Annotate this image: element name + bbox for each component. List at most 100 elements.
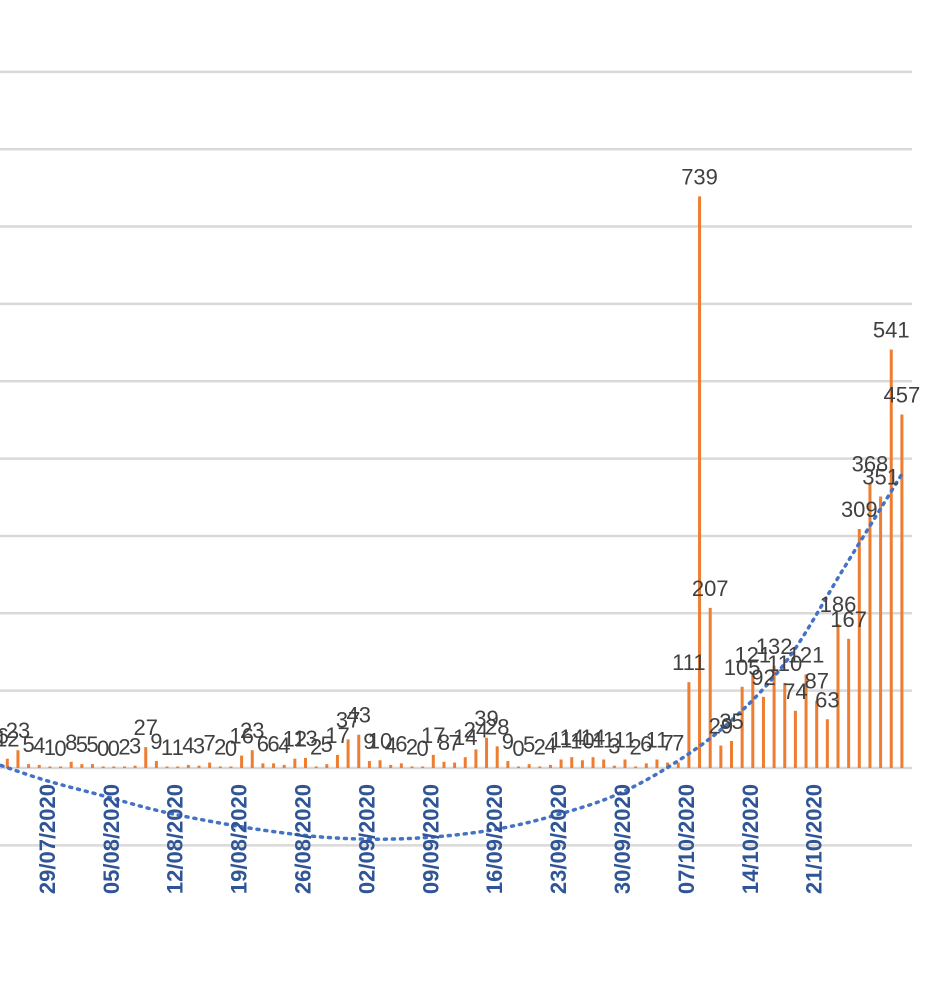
data-label: 2	[630, 734, 642, 759]
data-label: 17	[325, 723, 349, 748]
bar	[410, 766, 414, 768]
bar	[687, 682, 691, 768]
x-tick-label: 12/08/2020	[163, 784, 188, 894]
data-label: 87	[804, 669, 828, 694]
bar	[676, 762, 680, 768]
bar	[154, 761, 158, 768]
data-label: 167	[830, 607, 867, 632]
data-label: 4	[278, 733, 290, 758]
data-label: 351	[862, 465, 899, 490]
data-label: 368	[852, 451, 889, 476]
bar	[325, 764, 329, 768]
data-label: 3	[193, 734, 205, 759]
data-label: 92	[751, 665, 775, 690]
x-tick-labels: 22/07/202029/07/202005/08/202012/08/2020…	[35, 784, 827, 894]
data-label: 1	[172, 735, 184, 760]
bar	[59, 766, 63, 768]
bar	[431, 754, 435, 768]
bar	[517, 766, 520, 768]
bar	[708, 607, 712, 768]
trendline-path	[0, 472, 904, 841]
bar	[208, 762, 212, 768]
bar	[261, 763, 265, 768]
data-label: 6	[640, 731, 652, 756]
data-label: 9	[363, 729, 375, 754]
data-label: 739	[681, 164, 718, 189]
x-tick-label: 21/10/2020	[802, 784, 827, 894]
data-label: 11	[646, 727, 669, 752]
bar	[367, 761, 371, 768]
data-label: 35	[719, 709, 743, 734]
data-label: 132	[756, 634, 793, 659]
bar	[122, 766, 126, 768]
bar	[879, 496, 883, 768]
data-label: 23	[240, 718, 264, 743]
bar	[559, 759, 563, 768]
data-label: 7	[204, 731, 216, 756]
bar	[112, 766, 116, 768]
data-label: 8	[65, 730, 77, 755]
bars	[5, 196, 904, 769]
data-label: 8	[438, 730, 450, 755]
bar	[5, 758, 9, 768]
bar	[698, 196, 702, 769]
data-label: 2	[214, 734, 226, 759]
bar	[48, 766, 52, 768]
data-label: 13	[293, 726, 317, 751]
x-tick-label: 02/09/2020	[354, 784, 379, 894]
x-tick-label: 29/07/2020	[35, 784, 60, 894]
data-label: 12	[0, 727, 20, 752]
bar	[527, 764, 531, 768]
bar	[761, 696, 765, 768]
x-tick-label: 16/09/2020	[482, 784, 507, 894]
bar	[580, 760, 584, 768]
data-label: 0	[225, 736, 237, 761]
data-label: 27	[134, 715, 158, 740]
data-label: 121	[734, 642, 771, 667]
bar	[378, 760, 382, 768]
data-label: 63	[815, 687, 839, 712]
bar	[868, 483, 872, 768]
data-label: 4	[33, 733, 45, 758]
data-label: 6	[395, 731, 407, 756]
bar	[538, 766, 542, 768]
data-label: 10	[368, 728, 392, 753]
bar	[442, 761, 446, 768]
x-tick-label: 14/10/2020	[738, 784, 763, 894]
bar	[474, 749, 478, 768]
bar	[751, 674, 755, 768]
data-label: 14	[560, 725, 584, 750]
data-label: 186	[820, 592, 857, 617]
data-label: 1	[161, 735, 173, 760]
bar	[453, 762, 457, 768]
bar	[847, 638, 851, 768]
data-label: 23	[6, 718, 30, 743]
data-label: 6	[267, 731, 279, 756]
bar	[335, 754, 339, 768]
data-label: 0	[417, 736, 429, 761]
bar	[37, 764, 41, 768]
bar	[591, 757, 595, 768]
bar	[815, 700, 819, 768]
bar	[229, 766, 233, 768]
bar	[218, 766, 222, 768]
bar	[27, 764, 31, 768]
bar	[634, 766, 638, 768]
data-label: 0	[54, 736, 66, 761]
bar	[186, 764, 190, 768]
bar	[389, 764, 393, 768]
data-label: 29	[709, 714, 733, 739]
bar	[69, 761, 73, 768]
bar	[623, 759, 627, 768]
data-label: 111	[672, 650, 705, 675]
data-label: 10	[570, 728, 594, 753]
data-labels: 9161223541085500232791143720162366412132…	[0, 164, 920, 761]
gridlines	[0, 70, 912, 847]
data-label: 2	[534, 734, 546, 759]
data-label: 6	[257, 731, 269, 756]
data-label: 5	[86, 732, 98, 757]
data-label: 4	[182, 733, 194, 758]
data-label: 37	[336, 707, 360, 732]
